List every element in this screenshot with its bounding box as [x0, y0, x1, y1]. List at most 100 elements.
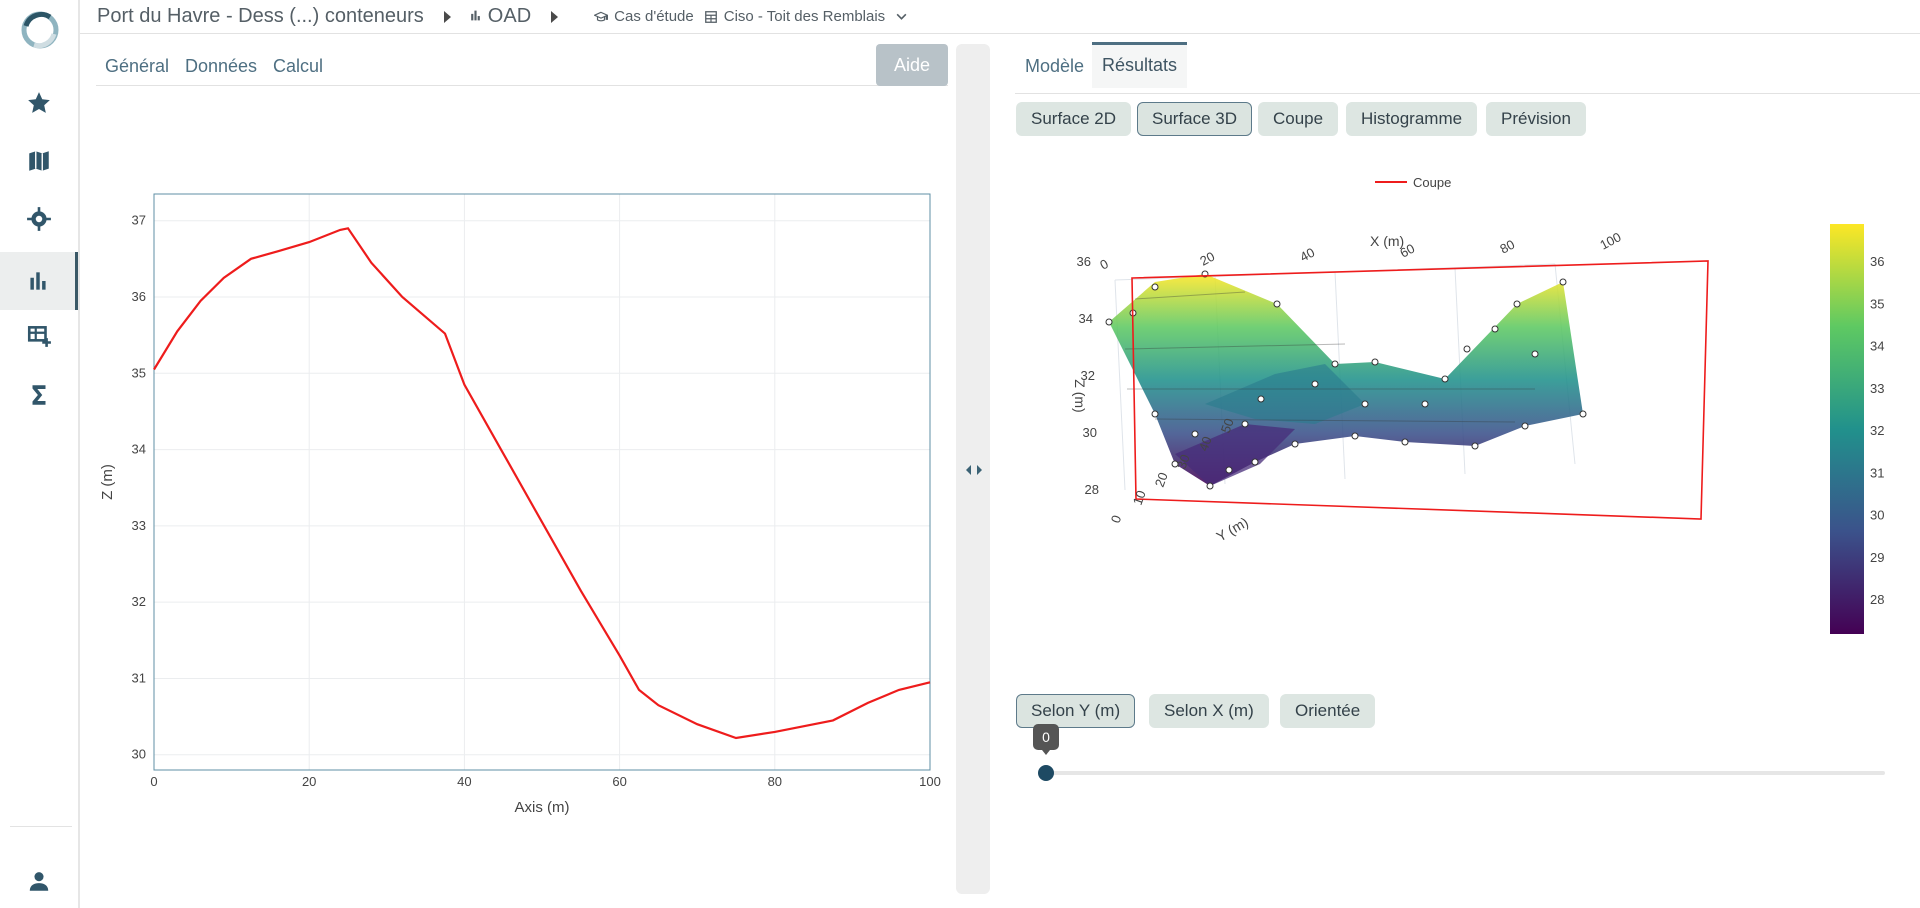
x-tick-label: 80: [1497, 237, 1517, 257]
sidebar-item-results[interactable]: [0, 252, 78, 310]
right-panel: Modèle Résultats Surface 2D Surface 3D C…: [1015, 34, 1920, 908]
sidebar-item-user[interactable]: [0, 852, 78, 908]
sample-point: [1559, 278, 1567, 286]
colorbar-tick-label: 29: [1870, 550, 1884, 565]
slider-handle[interactable]: [1038, 765, 1054, 781]
view-coupe-button[interactable]: Coupe: [1258, 102, 1339, 136]
sample-point: [1579, 410, 1587, 418]
colorbar-tick-label: 32: [1870, 423, 1884, 438]
y-tick-label: 34: [132, 442, 146, 457]
caret-right-icon: [443, 10, 451, 23]
y-tick-label: 36: [132, 289, 146, 304]
sample-point: [1105, 318, 1113, 326]
colorbar-tick-label: 28: [1870, 592, 1884, 607]
contour-line: [1124, 343, 1346, 350]
help-button[interactable]: Aide: [876, 44, 948, 86]
view-histogramme-button[interactable]: Histogramme: [1346, 102, 1478, 136]
sample-point: [1401, 438, 1409, 446]
sample-point: [1351, 432, 1359, 440]
axis-orientee-button[interactable]: Orientée: [1280, 694, 1376, 728]
breadcrumb-case[interactable]: Cas d'étude: [594, 8, 694, 25]
sample-point: [1241, 420, 1249, 428]
x-tick-label: 60: [612, 774, 626, 789]
y-tick-label: 31: [132, 670, 146, 685]
tab-calcul[interactable]: Calcul: [273, 56, 324, 76]
x-tick-label: 100: [1597, 229, 1623, 252]
contour-line: [1154, 418, 1516, 423]
section-slider[interactable]: 0: [1033, 724, 1895, 784]
sidebar-item-map[interactable]: [0, 132, 78, 190]
splitter-arrows-icon[interactable]: [964, 464, 984, 476]
sidebar-item-target[interactable]: [0, 190, 78, 248]
sample-point: [1225, 466, 1233, 474]
axis-selon-y-button[interactable]: Selon Y (m): [1016, 694, 1136, 728]
surface-valley: [1205, 364, 1365, 424]
view-surface-3d-button[interactable]: Surface 3D: [1137, 102, 1253, 136]
sample-point: [1441, 375, 1449, 383]
sample-point: [1331, 360, 1339, 368]
sample-point: [1311, 380, 1319, 388]
sample-point: [1291, 440, 1299, 448]
sidebar: [0, 0, 80, 908]
slider-value-tooltip: 0: [1033, 724, 1059, 755]
sidebar-item-favorites[interactable]: [0, 74, 78, 132]
z-tick-label: 34: [1079, 311, 1093, 326]
y-tick-label: 30: [1174, 452, 1193, 471]
colorbar-tick-label: 35: [1870, 296, 1884, 311]
y-tick-label: 32: [132, 594, 146, 609]
plot-frame: [153, 193, 931, 771]
x-tick-label: 0: [1097, 256, 1110, 273]
star-icon: [28, 92, 50, 113]
sample-point: [1491, 325, 1499, 333]
tab-resultats[interactable]: Résultats: [1092, 42, 1188, 88]
slider-track[interactable]: [1045, 771, 1885, 775]
sample-point: [1371, 358, 1379, 366]
breadcrumb-project[interactable]: Port du Havre - Dess (...) conteneurs: [97, 5, 424, 27]
user-icon: [29, 872, 49, 891]
profile-line-chart: 0 20 40 60 80 100 30 31 32 33 34 35 36 37 Axis (m) Z (m…: [99, 193, 941, 816]
colorbar-tick-label: 33: [1870, 381, 1884, 396]
sidebar-item-add-table[interactable]: [0, 307, 78, 365]
sample-point: [1521, 422, 1529, 430]
view-prevision-button[interactable]: Prévision: [1486, 102, 1586, 136]
sample-point: [1151, 283, 1159, 291]
x-tick-label: 20: [302, 774, 316, 789]
sample-point: [1171, 460, 1179, 468]
sample-point: [1273, 300, 1281, 308]
bar-chart-icon: [29, 272, 46, 290]
x-axis-title: X (m): [1370, 233, 1404, 249]
y-tick-label: 35: [132, 365, 146, 380]
colorbar-tick-label: 36: [1870, 254, 1884, 269]
caret-right-icon: [551, 10, 559, 23]
surface-low-region: [1175, 424, 1295, 486]
view-surface-2d-button[interactable]: Surface 2D: [1016, 102, 1132, 136]
sample-point: [1361, 400, 1369, 408]
legend-label: Coupe: [1413, 175, 1451, 190]
colorbar-tick-label: 34: [1870, 339, 1884, 354]
y-tick-label: 30: [132, 747, 146, 762]
breadcrumb-module-label: OAD: [487, 5, 532, 27]
tab-modele[interactable]: Modèle: [1025, 56, 1085, 76]
table-icon: [704, 10, 717, 23]
tab-general[interactable]: Général: [105, 56, 170, 76]
bar-chart-icon: [470, 10, 480, 21]
contour-line: [1134, 291, 1246, 300]
z-tick-label: 36: [1077, 254, 1091, 269]
table-add-icon: [27, 326, 51, 347]
right-tab-bar: Modèle Résultats: [1015, 42, 1920, 94]
breadcrumb-case-select[interactable]: Ciso - Toit des Remblais: [704, 8, 908, 25]
profile-series-line: [153, 227, 931, 740]
y-tick-label: 50: [1218, 416, 1237, 435]
tab-donnees[interactable]: Données: [185, 56, 258, 76]
app-logo-icon[interactable]: [20, 10, 60, 50]
panel-splitter[interactable]: [956, 44, 990, 894]
z-tick-label: 28: [1085, 482, 1099, 497]
axis-selon-x-button[interactable]: Selon X (m): [1149, 694, 1269, 728]
y-axis-title: Z (m): [99, 464, 116, 500]
left-tab-bar: Général Données Calcul: [96, 52, 948, 86]
breadcrumb-module[interactable]: OAD: [469, 5, 531, 28]
z-axis-title: Z (m): [1072, 379, 1088, 412]
sample-point: [1513, 300, 1521, 308]
sidebar-item-sum[interactable]: [0, 366, 78, 424]
